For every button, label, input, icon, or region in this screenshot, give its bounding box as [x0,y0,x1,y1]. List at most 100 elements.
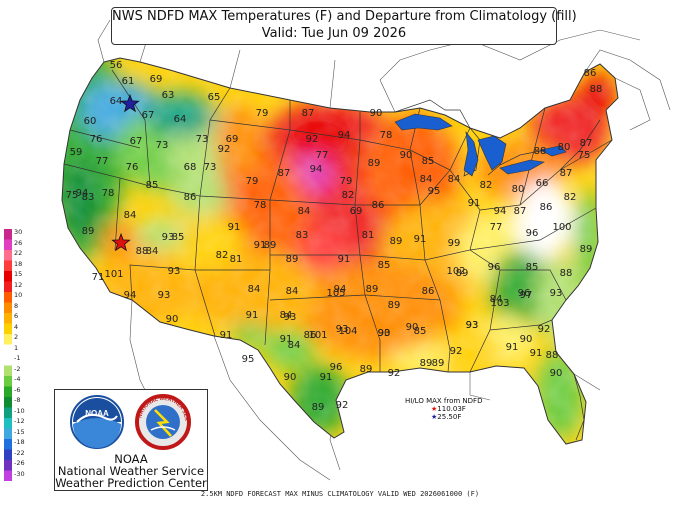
temperature-value: 84 [420,174,433,185]
temperature-value: 91 [506,342,519,353]
colorbar-label: 8 [14,301,19,310]
colorbar-label: 4 [14,322,19,331]
temperature-value: 89 [312,402,325,413]
temperature-value: 85 [172,232,185,243]
high-star-icon [111,232,131,252]
temperature-value: 91 [468,198,481,209]
temperature-value: 84 [288,340,301,351]
logo-panel: NOAA NATIONAL WEATHER SERVICE NOAA Natio… [54,389,208,491]
temperature-value: 64 [174,114,187,125]
colorbar-label: -6 [14,385,21,394]
temperature-value: 96 [526,228,539,239]
temperature-value: 92 [388,368,401,379]
colorbar-label: 6 [14,312,19,320]
footer-caption: 2.5KM NDFD FORECAST MAX MINUS CLIMATOLOG… [200,490,480,498]
temperature-value: 75 [66,190,79,201]
org-line-2: National Weather Service [57,464,205,478]
colorbar-swatch [4,302,12,314]
temperature-value: 90 [284,372,297,383]
temperature-value: 89 [286,254,299,265]
colorbar-label: -15 [14,427,25,436]
temperature-value: 71 [92,272,105,283]
temperature-value: 85 [378,260,391,271]
colorbar-label: 2 [14,333,19,341]
colorbar-label: -4 [14,375,21,383]
temperature-value: 92 [538,324,551,335]
colorbar-swatch [4,365,12,377]
hilo-low: ★25.50F [405,413,495,421]
colorbar-swatch [4,397,12,408]
temperature-value: 91 [246,310,259,321]
temperature-value: 84 [280,310,293,321]
colorbar-swatch [4,418,12,429]
hilo-high-value: 110.03F [437,405,466,413]
temperature-value: 93 [378,328,391,339]
temperature-value: 94 [338,130,351,141]
temperature-value: 84 [490,294,503,305]
temperature-value: 85 [422,156,435,167]
temperature-value: 88 [546,350,559,361]
temperature-labels: 56 61 69 63 65 64 67 64 60 79 87 90 92 94 86 88 78 76 67 73… [66,60,603,413]
temperature-value: 79 [340,176,353,187]
temperature-value: 90 [520,334,533,345]
temperature-value: 69 [226,134,239,145]
temperature-value: 88 [560,268,573,279]
colorbar-swatch [4,260,12,272]
temperature-value: 86 [304,330,317,341]
temperature-value: 90 [378,328,391,339]
temperature-value: 90 [370,108,383,119]
temperature-value: 91 [220,330,233,341]
temperature-value: 77 [316,150,329,161]
temperature-value: 81 [362,230,375,241]
colorbar-label: 26 [14,238,23,247]
temperature-value: 81 [230,254,243,265]
temperature-value: 89 [432,358,445,369]
temperature-value: 73 [156,140,169,151]
colorbar-label: -26 [14,459,25,467]
temperature-value: 89 [368,158,381,169]
temperature-value: 69 [350,206,363,217]
temperature-value: 95 [428,186,441,197]
temperature-value: 97 [520,290,533,301]
colorbar-swatch [4,428,12,440]
temperature-value: 101 [104,269,123,280]
temperature-value: 91 [280,334,293,345]
temperature-value: 69 [150,74,163,85]
temperature-value: 92 [306,134,319,145]
temperature-value: 82 [216,250,229,261]
temperature-value: 91 [338,254,351,265]
temperature-value: 77 [96,156,109,167]
low-star-icon [120,93,140,113]
temperature-value: 68 [184,162,197,173]
temperature-value: 64 [110,96,123,107]
colorbar-swatch [4,344,12,356]
colorbar-label: 12 [14,280,23,289]
title-line-2: Valid: Tue Jun 09 2026 [261,26,407,41]
temperature-value: 80 [512,184,525,195]
temperature-value: 79 [246,176,259,187]
temperature-value: 89 [456,268,469,279]
colorbar-label: -12 [14,417,25,425]
temperature-value: 86 [422,286,435,297]
colorbar-swatch [4,460,12,471]
colorbar-swatch [4,376,12,387]
temperature-value: 66 [536,178,549,189]
temperature-value: 88 [534,146,547,157]
temperature-value: 96 [330,362,343,373]
colorbar-labels: 30 26 22 18 15 12 10 8 6 4 2 1 -1 -2 -4 -6 -8 -10 -12 -15 -1… [14,227,36,483]
temperature-value: 76 [126,162,139,173]
noaa-logo-text: NOAA [85,409,109,418]
title-line-1: NWS NDFD MAX Temperatures (F) and Depart… [112,9,577,24]
temperature-value: 84 [124,210,137,221]
colorbar-swatch [4,271,12,282]
temperature-value: 67 [142,110,155,121]
temperature-value: 93 [284,312,297,323]
logos: NOAA NATIONAL WEATHER SERVICE [55,392,191,450]
temperature-value: 91 [414,234,427,245]
temperature-value: 93 [162,232,175,243]
temperature-value: 75 [578,150,591,161]
colorbar-swatch [4,470,12,481]
temperature-value: 103 [490,298,509,309]
temperature-value: 94 [334,284,347,295]
temperature-value: 94 [76,188,89,199]
